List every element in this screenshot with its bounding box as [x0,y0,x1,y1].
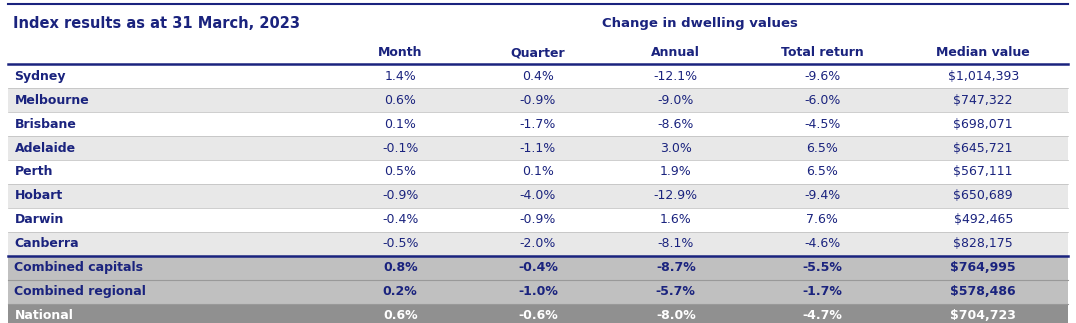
Text: 0.1%: 0.1% [384,118,416,130]
Bar [8,160,1068,184]
Text: Quarter: Quarter [511,47,565,59]
Text: -2.0%: -2.0% [520,237,556,251]
Text: -8.6%: -8.6% [657,118,694,130]
Text: -1.7%: -1.7% [520,118,556,130]
Bar [8,304,1068,323]
Text: -1.7%: -1.7% [802,286,843,298]
Text: Perth: Perth [14,165,53,179]
Text: Change in dwelling values: Change in dwelling values [601,16,797,29]
Text: -5.5%: -5.5% [802,262,843,275]
Text: -4.0%: -4.0% [520,190,556,203]
Text: Median value: Median value [936,47,1030,59]
Text: $698,071: $698,071 [953,118,1013,130]
Text: -12.1%: -12.1% [654,69,698,82]
Text: Index results as at 31 March, 2023: Index results as at 31 March, 2023 [13,16,300,30]
Text: 3.0%: 3.0% [660,141,692,154]
Text: 1.9%: 1.9% [660,165,692,179]
Bar [8,280,1068,304]
Text: $747,322: $747,322 [953,93,1013,107]
Text: -9.6%: -9.6% [804,69,840,82]
Text: -0.4%: -0.4% [518,262,558,275]
Text: Sydney: Sydney [14,69,66,82]
Bar [8,42,1068,64]
Text: Total return: Total return [781,47,863,59]
Text: -0.6%: -0.6% [519,309,557,322]
Text: -0.9%: -0.9% [520,214,556,226]
Text: Combined regional: Combined regional [14,286,146,298]
Text: 7.6%: 7.6% [806,214,838,226]
Text: -8.7%: -8.7% [656,262,696,275]
Text: 0.4%: 0.4% [522,69,554,82]
Text: -9.0%: -9.0% [657,93,694,107]
Bar [8,184,1068,208]
Text: 0.5%: 0.5% [384,165,416,179]
Text: -4.5%: -4.5% [804,118,840,130]
Text: -6.0%: -6.0% [804,93,840,107]
Text: National: National [14,309,73,322]
Text: -0.9%: -0.9% [520,93,556,107]
Text: $704,723: $704,723 [950,309,1016,322]
Text: $764,995: $764,995 [950,262,1016,275]
Text: -0.4%: -0.4% [382,214,419,226]
Text: -4.6%: -4.6% [804,237,840,251]
Text: 1.4%: 1.4% [384,69,416,82]
Text: Adelaide: Adelaide [14,141,75,154]
Text: $567,111: $567,111 [953,165,1013,179]
Text: Darwin: Darwin [14,214,63,226]
Text: 6.5%: 6.5% [806,141,838,154]
Text: -12.9%: -12.9% [654,190,698,203]
Text: Annual: Annual [651,47,700,59]
Text: -5.7%: -5.7% [656,286,696,298]
Bar [8,136,1068,160]
Bar [8,64,1068,88]
Text: 6.5%: 6.5% [806,165,838,179]
Text: $650,689: $650,689 [953,190,1013,203]
Text: $578,486: $578,486 [950,286,1016,298]
Text: Month: Month [378,47,423,59]
Text: 0.1%: 0.1% [522,165,554,179]
Text: 1.6%: 1.6% [660,214,692,226]
Text: 0.6%: 0.6% [383,309,417,322]
Text: -8.0%: -8.0% [656,309,696,322]
Text: 0.8%: 0.8% [383,262,417,275]
Text: 0.6%: 0.6% [384,93,416,107]
Text: Brisbane: Brisbane [14,118,76,130]
Text: Hobart: Hobart [14,190,62,203]
Text: $1,014,393: $1,014,393 [948,69,1019,82]
Text: -1.0%: -1.0% [518,286,558,298]
Text: $828,175: $828,175 [953,237,1014,251]
Text: $645,721: $645,721 [953,141,1013,154]
Bar [8,112,1068,136]
Text: Combined capitals: Combined capitals [14,262,143,275]
Bar [8,208,1068,232]
Text: $492,465: $492,465 [953,214,1013,226]
Text: 0.2%: 0.2% [383,286,417,298]
Bar [8,88,1068,112]
Text: -0.5%: -0.5% [382,237,419,251]
Text: -8.1%: -8.1% [657,237,694,251]
Text: Melbourne: Melbourne [14,93,89,107]
Text: -0.1%: -0.1% [382,141,419,154]
Bar [8,256,1068,280]
Text: Canberra: Canberra [14,237,79,251]
Text: -1.1%: -1.1% [520,141,556,154]
Text: -4.7%: -4.7% [802,309,843,322]
Text: -0.9%: -0.9% [382,190,419,203]
Bar [8,4,1068,42]
Bar [8,232,1068,256]
Text: -9.4%: -9.4% [804,190,840,203]
